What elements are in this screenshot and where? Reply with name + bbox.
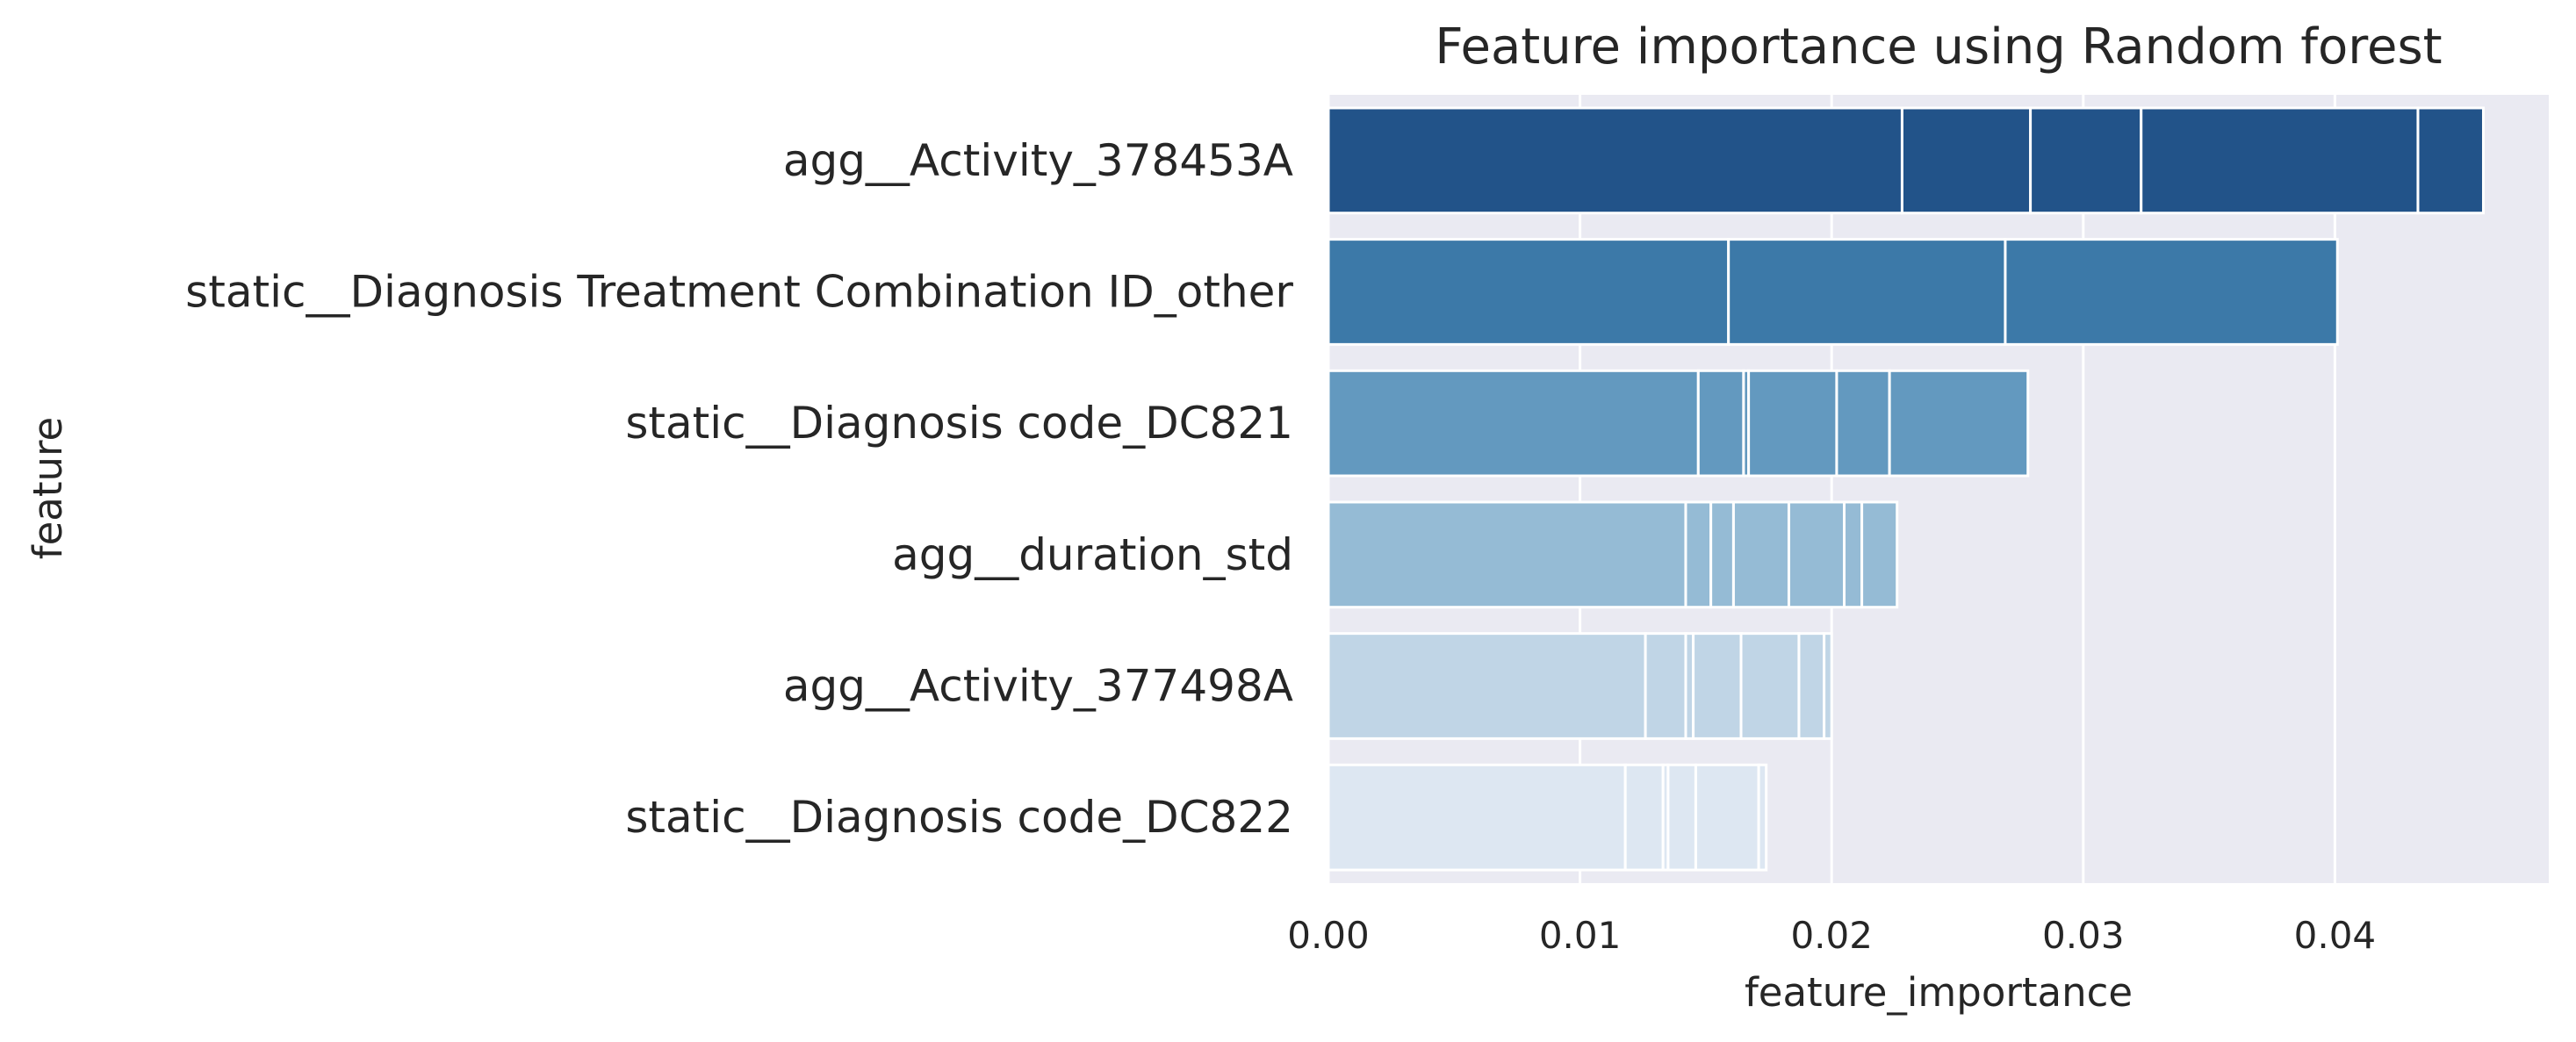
y-tick-label: agg__Activity_377498A [783, 661, 1293, 712]
y-tick-labels: agg__Activity_378453A static__Diagnosis T… [185, 135, 1293, 843]
bar-segment [1727, 238, 2007, 346]
x-tick-label: 0.04 [2294, 914, 2377, 957]
x-tick-label: 0.02 [1790, 914, 1873, 957]
bar-segment [2416, 106, 2485, 215]
y-tick-label: static__Diagnosis Treatment Combination … [185, 267, 1293, 318]
bar-segment [1757, 763, 1768, 872]
bar-segment [1623, 763, 1665, 872]
x-axis-label: feature_importance [1745, 969, 2133, 1016]
bar-segment [1835, 369, 1891, 478]
bar-segment [1823, 632, 1833, 740]
y-axis-label: feature [25, 417, 71, 559]
bar-segment [1747, 369, 1838, 478]
bar-segment [1739, 632, 1801, 740]
bar-segment [2029, 106, 2143, 215]
gridlines [1327, 95, 2336, 883]
chart-title: Feature importance using Random forest [1435, 18, 2442, 75]
x-tick-labels: 0.00 0.01 0.02 0.03 0.04 [1287, 914, 2376, 957]
bar-segment [2004, 238, 2339, 346]
x-tick-label: 0.03 [2042, 914, 2125, 957]
bar-segment [1666, 763, 1697, 872]
bar-segment [1684, 500, 1713, 609]
bar-segment [1731, 500, 1790, 609]
bar-segment [1327, 632, 1647, 740]
bar-segment [1888, 369, 2030, 478]
bar-segment [1327, 763, 1627, 872]
bar-segment [1644, 632, 1687, 740]
bar-segment [1696, 369, 1745, 478]
bar-segment [1327, 106, 1903, 215]
bar-segment [1900, 106, 2033, 215]
bar-segment [1327, 500, 1687, 609]
bar-segment [1860, 500, 1899, 609]
bar-segment [1327, 238, 1731, 346]
bar-segment [1843, 500, 1864, 609]
x-tick-label: 0.01 [1539, 914, 1622, 957]
bar-segment [1797, 632, 1826, 740]
bar-segment [1327, 369, 1700, 478]
bars [1327, 106, 2485, 872]
bar-segment [1709, 500, 1735, 609]
y-tick-label: static__Diagnosis code_DC822 [625, 792, 1293, 843]
y-tick-label: agg__duration_std [892, 529, 1293, 580]
y-tick-label: agg__Activity_378453A [783, 135, 1293, 186]
bar-segment [2140, 106, 2420, 215]
bar-segment [1787, 500, 1846, 609]
bar-segment [1692, 632, 1743, 740]
plot-background [1328, 95, 2549, 883]
bar-segment [1694, 763, 1760, 872]
y-tick-label: static__Diagnosis code_DC821 [625, 398, 1293, 449]
x-tick-label: 0.00 [1287, 914, 1370, 957]
